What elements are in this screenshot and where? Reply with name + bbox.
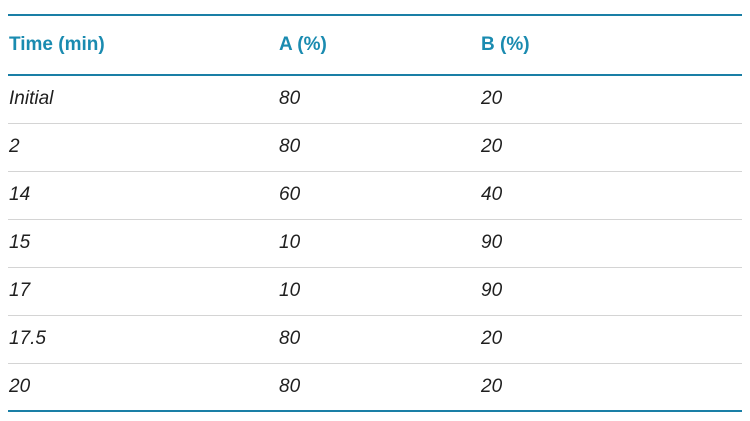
gradient-table-container: Time (min) A (%) B (%) Initial 80 20 2 8…: [8, 14, 742, 412]
cell-time: 14: [8, 171, 278, 220]
cell-b-percent: 20: [480, 75, 742, 124]
table-row: 17.5 80 20: [8, 315, 742, 364]
cell-time: 17.5: [8, 315, 278, 364]
cell-a-percent: 80: [278, 75, 480, 124]
cell-b-percent: 20: [480, 315, 742, 364]
gradient-table: Time (min) A (%) B (%) Initial 80 20 2 8…: [8, 14, 742, 412]
cell-b-percent: 40: [480, 171, 742, 220]
cell-a-percent: 80: [278, 363, 480, 412]
cell-time: 15: [8, 219, 278, 268]
cell-a-percent: 10: [278, 219, 480, 268]
cell-time: 20: [8, 363, 278, 412]
cell-b-percent: 20: [480, 123, 742, 172]
cell-time: 2: [8, 123, 278, 172]
table-row: 17 10 90: [8, 267, 742, 316]
cell-a-percent: 80: [278, 315, 480, 364]
header-row: Time (min) A (%) B (%): [8, 14, 742, 76]
cell-a-percent: 10: [278, 267, 480, 316]
table-body: Initial 80 20 2 80 20 14 60 40 15 10 90 …: [8, 75, 742, 412]
table-header: Time (min) A (%) B (%): [8, 14, 742, 76]
cell-time: Initial: [8, 75, 278, 124]
cell-a-percent: 80: [278, 123, 480, 172]
header-time: Time (min): [8, 14, 278, 76]
table-row: 2 80 20: [8, 123, 742, 172]
cell-a-percent: 60: [278, 171, 480, 220]
cell-b-percent: 20: [480, 363, 742, 412]
header-b-percent: B (%): [480, 14, 742, 76]
header-a-percent: A (%): [278, 14, 480, 76]
cell-time: 17: [8, 267, 278, 316]
table-row: 14 60 40: [8, 171, 742, 220]
table-row: 15 10 90: [8, 219, 742, 268]
cell-b-percent: 90: [480, 219, 742, 268]
table-row: 20 80 20: [8, 363, 742, 412]
table-row: Initial 80 20: [8, 75, 742, 124]
cell-b-percent: 90: [480, 267, 742, 316]
